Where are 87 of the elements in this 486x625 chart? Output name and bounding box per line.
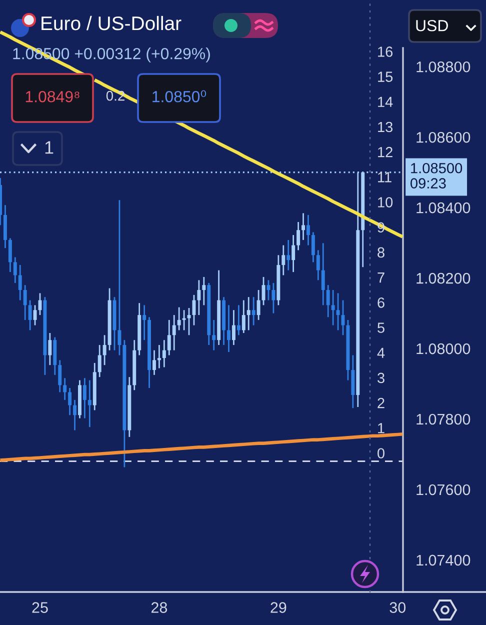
candlestick: [232, 309, 236, 346]
candlestick: [118, 199, 122, 356]
candlestick: [316, 249, 320, 281]
x-tick-label: 25: [32, 602, 48, 613]
candlestick: [192, 294, 196, 326]
y-tick-label: 1.08600: [416, 132, 470, 143]
candlestick: [331, 289, 335, 326]
candlestick: [8, 238, 12, 273]
candlestick: [252, 296, 256, 326]
candlestick: [102, 334, 106, 366]
annotation: 1: [45, 141, 54, 154]
text: USD: [416, 20, 448, 32]
candlestick: [336, 292, 340, 331]
candlestick: [157, 344, 161, 369]
y2-tick-label: 14: [378, 96, 393, 107]
x-tick-label: 28: [151, 602, 168, 613]
y-tick-label: 1.07600: [416, 484, 470, 496]
y2-tick-label: 12: [378, 146, 392, 158]
candlestick: [33, 304, 37, 326]
y2-tick-label: 10: [378, 197, 393, 208]
candlestick: [73, 399, 76, 431]
candlestick: [227, 304, 230, 353]
candlestick: [28, 300, 32, 331]
candlestick: [58, 359, 62, 393]
x-tick-label: 29: [270, 602, 286, 613]
candlestick: [246, 296, 250, 331]
candlestick: [98, 344, 102, 378]
candlestick: [202, 276, 206, 306]
candlestick: [23, 284, 27, 321]
candlestick: [162, 339, 166, 368]
candlestick: [177, 306, 181, 331]
candlestick: [236, 304, 240, 336]
candlestick: [266, 279, 270, 301]
candlestick: [142, 304, 146, 341]
y2-tick-label: 4: [377, 348, 385, 358]
candlestick: [311, 232, 315, 263]
y-tick-label: 1.07800: [416, 414, 470, 425]
x-tick-label: 30: [390, 602, 406, 613]
y2-tick-label: 2: [378, 398, 384, 408]
y2-tick-label: 8: [378, 247, 384, 258]
y-tick-label: 1.08000: [416, 343, 470, 354]
y2-tick-label: 6: [378, 298, 384, 308]
candlestick: [68, 387, 72, 416]
annotation: 1.0850⁰: [152, 90, 206, 102]
candlestick: [321, 242, 325, 306]
y-tick-label: 1.08800: [416, 61, 470, 72]
candlestick: [272, 282, 276, 314]
candlestick: [13, 256, 17, 284]
candlestick: [152, 350, 156, 376]
y-tick-label: 1.08400: [416, 202, 470, 214]
candlestick: [48, 332, 52, 366]
candlestick: [282, 244, 286, 276]
candlestick: [242, 300, 246, 334]
line-series: [0, 432, 403, 462]
y-tick-label: 1.08200: [416, 272, 470, 284]
candlestick: [256, 289, 260, 321]
text: Euro / US-Dollar: [42, 16, 182, 30]
candlestick: [18, 264, 22, 301]
y2-tick-label: 15: [378, 72, 393, 82]
y2-tick-label: 11: [378, 172, 392, 182]
y2-tick-label: 16: [378, 46, 393, 57]
candlestick: [326, 284, 330, 318]
annotation: 1.0849⁸: [26, 90, 80, 102]
y-tick-label: 1.07400: [416, 554, 470, 566]
y2-tick-label: 0: [378, 448, 384, 458]
ref-line-label: 1.08500 09:23: [410, 162, 462, 188]
candlestick: [88, 380, 92, 428]
candlestick: [172, 314, 176, 351]
y2-tick-label: 3: [378, 372, 384, 384]
y2-tick-label: 13: [378, 122, 393, 132]
y2-tick-label: 7: [378, 272, 384, 283]
candlestick: [38, 292, 42, 316]
candlestick: [292, 234, 296, 273]
candlestick: [212, 319, 216, 351]
candlestick: [306, 214, 310, 246]
annotation: 0.2: [106, 90, 124, 101]
candlestick: [82, 377, 86, 419]
candlestick: [63, 377, 67, 401]
candlestick: [286, 239, 290, 271]
candlestick: [182, 309, 186, 331]
candlestick: [262, 276, 266, 306]
candlestick: [296, 221, 300, 251]
y2-tick-label: 5: [378, 322, 384, 333]
y2-tick-label: 1: [378, 423, 384, 434]
candlestick: [197, 279, 201, 316]
candlestick: [167, 319, 171, 356]
candlestick: [302, 212, 305, 241]
